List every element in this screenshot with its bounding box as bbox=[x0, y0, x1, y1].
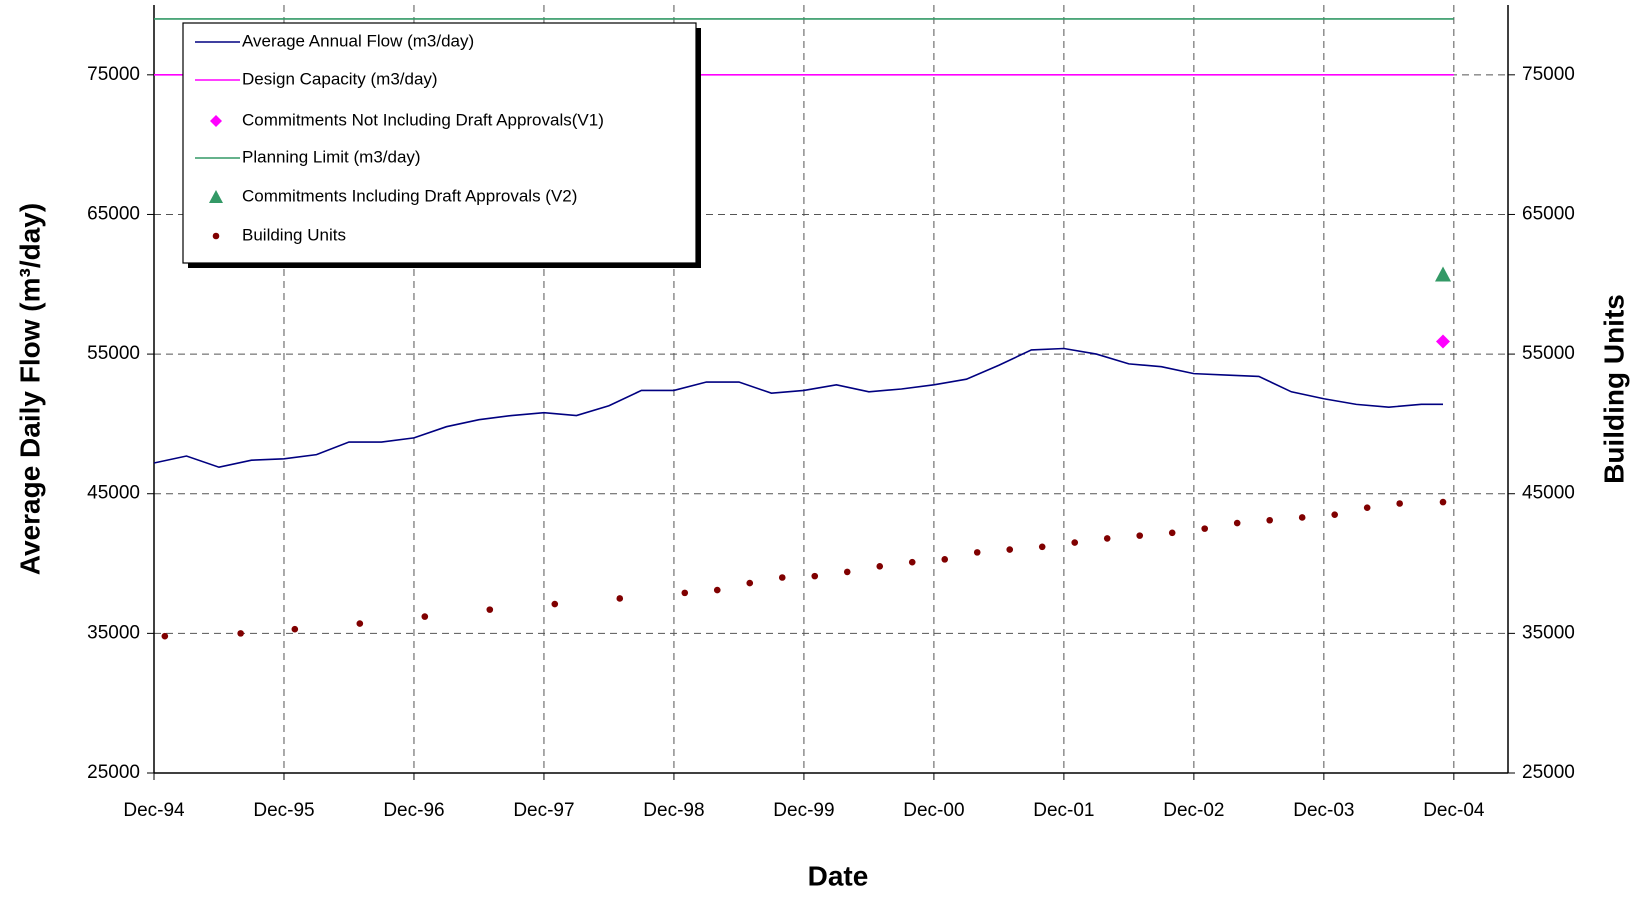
dot-marker bbox=[1298, 514, 1306, 521]
legend-label: Commitments Not Including Draft Approval… bbox=[242, 110, 604, 129]
legend-swatch bbox=[209, 190, 223, 203]
x-tick-label: Dec-00 bbox=[903, 800, 964, 821]
dot-marker bbox=[713, 586, 721, 594]
dot-marker bbox=[908, 558, 916, 566]
y-axis-title: Average Daily Flow (m³/day) bbox=[14, 203, 45, 575]
y-tick-label: 25000 bbox=[87, 762, 140, 783]
x-tick-label: Dec-01 bbox=[1033, 800, 1094, 821]
y-tick-label: 55000 bbox=[87, 343, 140, 364]
series-line bbox=[153, 347, 1444, 469]
y2-tick-label: 25000 bbox=[1522, 762, 1575, 783]
dot-marker bbox=[291, 625, 299, 633]
legend-label: Average Annual Flow (m3/day) bbox=[242, 31, 474, 50]
dot-marker bbox=[1168, 529, 1176, 537]
x-tick-label: Dec-94 bbox=[123, 800, 185, 821]
dot-marker bbox=[237, 630, 244, 637]
dot-marker bbox=[843, 568, 851, 576]
legend-label: Commitments Including Draft Approvals (V… bbox=[242, 186, 577, 205]
dot-marker bbox=[161, 632, 169, 640]
dot-marker bbox=[1233, 519, 1241, 527]
y-tick-label: 65000 bbox=[87, 203, 140, 224]
legend-label: Design Capacity (m3/day) bbox=[242, 69, 438, 88]
y-tick-label: 35000 bbox=[87, 622, 140, 643]
y-tick-label: 75000 bbox=[87, 64, 140, 85]
x-tick-label: Dec-02 bbox=[1163, 800, 1224, 821]
y2-axis-title: Building Units bbox=[1598, 294, 1629, 484]
x-tick-label: Dec-97 bbox=[513, 800, 574, 821]
dot-marker bbox=[681, 589, 689, 597]
dot-marker bbox=[486, 606, 494, 613]
legend-label: Building Units bbox=[242, 225, 346, 244]
legend-swatch bbox=[210, 115, 222, 127]
dot-marker bbox=[1006, 546, 1014, 553]
x-tick-label: Dec-04 bbox=[1423, 800, 1485, 821]
dot-marker bbox=[811, 572, 819, 580]
legend-box bbox=[182, 22, 697, 264]
legend-label: Planning Limit (m3/day) bbox=[242, 147, 421, 166]
y2-tick-label: 65000 bbox=[1522, 203, 1575, 224]
dot-marker bbox=[876, 563, 884, 570]
x-tick-label: Dec-95 bbox=[253, 800, 314, 821]
x-axis-title: Date bbox=[808, 860, 869, 891]
dot-marker bbox=[1439, 498, 1447, 506]
dot-marker bbox=[1396, 500, 1403, 507]
y2-tick-label: 55000 bbox=[1522, 343, 1575, 364]
dot-marker bbox=[551, 600, 559, 608]
dot-marker bbox=[746, 579, 754, 587]
x-tick-label: Dec-99 bbox=[773, 800, 834, 821]
y2-tick-label: 45000 bbox=[1522, 483, 1575, 504]
x-tick-label: Dec-98 bbox=[643, 800, 704, 821]
dot-marker bbox=[973, 549, 981, 556]
y2-tick-label: 75000 bbox=[1522, 64, 1575, 85]
dot-marker bbox=[1071, 539, 1079, 546]
dot-marker bbox=[1103, 535, 1111, 542]
dot-marker bbox=[1363, 504, 1371, 511]
y-tick-label: 45000 bbox=[87, 483, 140, 504]
dot-marker bbox=[1331, 511, 1338, 518]
legend-swatch bbox=[212, 232, 220, 240]
dot-marker bbox=[778, 574, 786, 581]
dot-marker bbox=[1201, 525, 1209, 532]
diamond-marker bbox=[1436, 334, 1451, 349]
dot-marker bbox=[1038, 543, 1046, 551]
dot-marker bbox=[356, 620, 364, 627]
triangle-marker bbox=[1435, 266, 1452, 282]
x-tick-label: Dec-96 bbox=[383, 800, 444, 821]
dot-marker bbox=[1136, 532, 1144, 539]
dot-marker bbox=[941, 556, 949, 563]
dot-marker bbox=[1266, 516, 1273, 524]
dot-marker bbox=[421, 613, 429, 620]
y2-tick-label: 35000 bbox=[1522, 622, 1575, 643]
x-tick-label: Dec-03 bbox=[1293, 800, 1354, 821]
dot-marker bbox=[616, 595, 624, 602]
